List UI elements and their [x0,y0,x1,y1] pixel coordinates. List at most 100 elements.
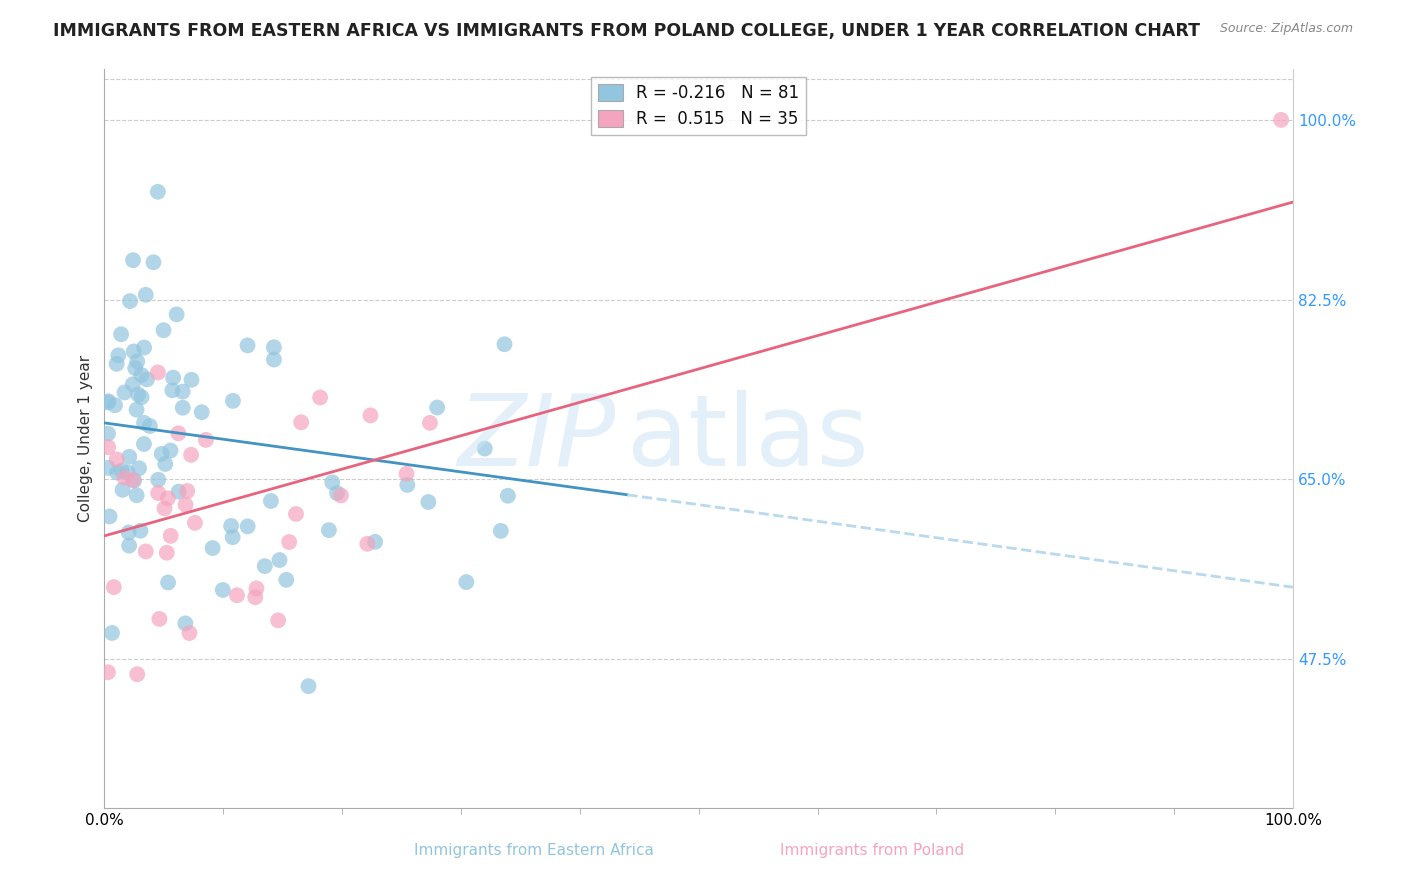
Point [211,582,233,597]
Point [236,338,259,352]
Point [122,377,145,392]
Point [166,307,188,321]
Point [201,541,224,555]
Point [152,323,174,337]
Point [132,416,155,430]
Point [276,573,298,587]
Point [418,495,440,509]
Point [98,509,121,524]
Point [148,612,170,626]
Point [359,409,381,423]
Point [107,348,129,362]
Point [122,474,145,488]
Point [131,368,153,382]
Point [114,385,136,400]
Point [118,539,141,553]
Point [267,613,290,627]
Point [419,416,441,430]
Point [263,352,285,367]
Point [135,287,157,301]
Point [309,391,332,405]
Point [105,452,128,467]
Point [190,405,212,419]
Point [111,483,134,497]
Point [97,394,120,409]
Point [180,373,202,387]
Point [269,553,291,567]
Text: IMMIGRANTS FROM EASTERN AFRICA VS IMMIGRANTS FROM POLAND COLLEGE, UNDER 1 YEAR C: IMMIGRANTS FROM EASTERN AFRICA VS IMMIGR… [53,22,1201,40]
Point [326,486,349,500]
Point [356,537,378,551]
Point [285,507,308,521]
Y-axis label: College, Under 1 year: College, Under 1 year [79,355,93,522]
Point [134,341,156,355]
Point [148,473,170,487]
Point [245,582,267,596]
Point [97,440,120,454]
Point [194,433,217,447]
Point [125,402,148,417]
Point [364,534,387,549]
Point [426,401,449,415]
Point [179,626,201,640]
Point [167,484,190,499]
Point [127,387,149,401]
Point [263,340,285,354]
Point [118,294,141,309]
Point [124,361,146,376]
Point [174,498,197,512]
Point [318,523,340,537]
Point [135,544,157,558]
Point [114,470,136,484]
Point [278,535,301,549]
Point [127,667,149,681]
Point [105,357,128,371]
Point [162,384,184,398]
Point [153,457,176,471]
Point [245,590,267,604]
Point [122,473,145,487]
Point [118,525,141,540]
Text: Source: ZipAtlas.com: Source: ZipAtlas.com [1219,22,1353,36]
Point [474,442,496,456]
Point [157,575,180,590]
Point [129,524,152,538]
Point [253,559,276,574]
Point [219,519,242,533]
Point [148,486,170,500]
Point [122,253,145,268]
Point [180,448,202,462]
Point [139,419,162,434]
Point [494,337,516,351]
Point [111,463,134,477]
Point [184,516,207,530]
Point [131,390,153,404]
Point [222,393,245,408]
Point [110,327,132,342]
Text: ZIP: ZIP [457,390,616,487]
Point [456,575,478,590]
Point [167,426,190,441]
Point [103,580,125,594]
Point [122,344,145,359]
Point [146,366,169,380]
Point [297,679,319,693]
Point [496,489,519,503]
Point [117,466,139,480]
Point [127,354,149,368]
Point [153,501,176,516]
Text: atlas: atlas [627,390,869,487]
Point [489,524,512,538]
Point [321,475,343,490]
Point [162,370,184,384]
Point [290,415,312,429]
Point [97,665,120,680]
Point [146,185,169,199]
Point [118,450,141,464]
Point [105,466,128,480]
Point [172,401,194,415]
Point [159,443,181,458]
Point [156,546,179,560]
Point [172,384,194,399]
Point [176,483,198,498]
